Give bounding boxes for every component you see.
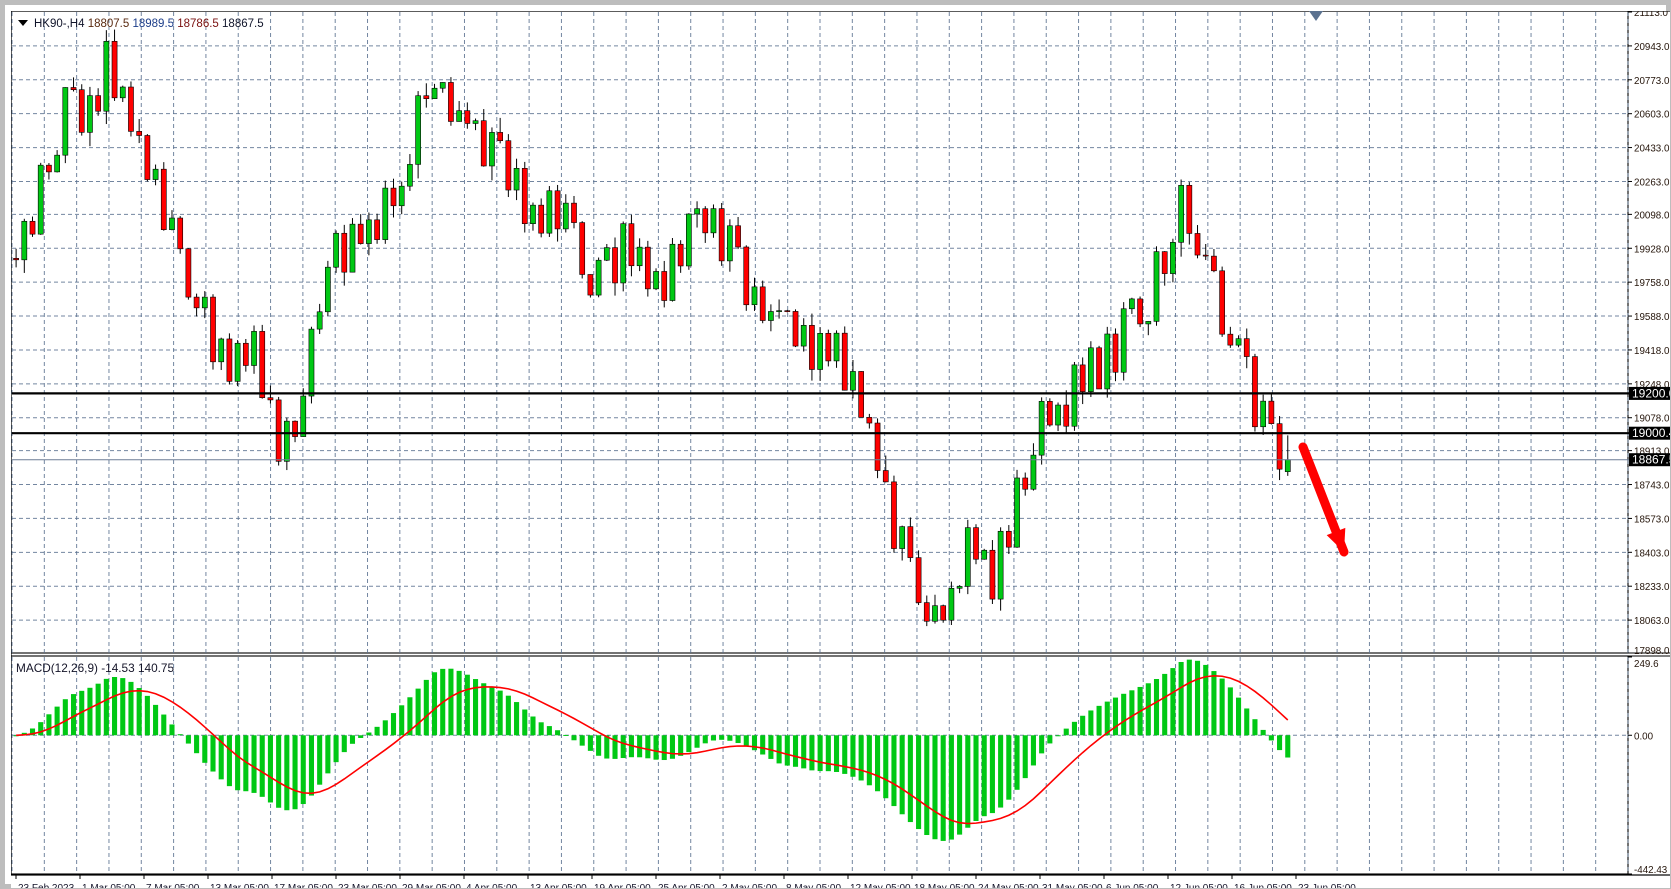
svg-text:7 Mar 05:00: 7 Mar 05:00 bbox=[146, 883, 200, 888]
svg-text:MACD(12,26,9) -14.53 140.75: MACD(12,26,9) -14.53 140.75 bbox=[16, 661, 174, 675]
svg-text:0.00: 0.00 bbox=[1634, 731, 1654, 742]
svg-text:249.6: 249.6 bbox=[1634, 659, 1659, 670]
svg-text:20433.0: 20433.0 bbox=[1634, 144, 1670, 155]
svg-text:20263.0: 20263.0 bbox=[1634, 177, 1670, 188]
svg-text:19588.0: 19588.0 bbox=[1634, 312, 1670, 323]
svg-text:8 May 05:00: 8 May 05:00 bbox=[786, 883, 841, 888]
svg-text:18573.0: 18573.0 bbox=[1634, 514, 1670, 525]
svg-text:18403.0: 18403.0 bbox=[1634, 548, 1670, 559]
svg-text:18743.0: 18743.0 bbox=[1634, 481, 1670, 492]
svg-text:-442.43: -442.43 bbox=[1634, 865, 1668, 876]
svg-text:2 May 05:00: 2 May 05:00 bbox=[722, 883, 777, 888]
svg-text:31 May 05:00: 31 May 05:00 bbox=[1042, 883, 1103, 888]
svg-text:1 Mar 05:00: 1 Mar 05:00 bbox=[82, 883, 136, 888]
svg-text:20098.0: 20098.0 bbox=[1634, 210, 1670, 221]
svg-text:13 Apr 05:00: 13 Apr 05:00 bbox=[530, 883, 587, 888]
svg-text:23 Mar 05:00: 23 Mar 05:00 bbox=[338, 883, 397, 888]
svg-text:20773.0: 20773.0 bbox=[1634, 76, 1670, 87]
svg-text:12 May 05:00: 12 May 05:00 bbox=[850, 883, 911, 888]
svg-text:13 Mar 05:00: 13 Mar 05:00 bbox=[210, 883, 269, 888]
svg-text:19200.0: 19200.0 bbox=[1632, 386, 1670, 400]
svg-text:18867.5: 18867.5 bbox=[1632, 453, 1670, 467]
svg-text:18233.0: 18233.0 bbox=[1634, 582, 1670, 593]
svg-text:25 Apr 05:00: 25 Apr 05:00 bbox=[658, 883, 715, 888]
svg-text:19418.0: 19418.0 bbox=[1634, 346, 1670, 357]
svg-text:HK90-,H4 18807.5 18989.5 1878: HK90-,H4 18807.5 18989.5 18786.5 18867.5 bbox=[34, 18, 264, 30]
svg-text:19078.0: 19078.0 bbox=[1634, 414, 1670, 425]
svg-text:18063.0: 18063.0 bbox=[1634, 616, 1670, 627]
svg-text:16 Jun 05:00: 16 Jun 05:00 bbox=[1234, 883, 1292, 888]
svg-text:21113.0: 21113.0 bbox=[1634, 11, 1669, 19]
svg-text:17898.0: 17898.0 bbox=[1634, 646, 1670, 657]
svg-text:20603.0: 20603.0 bbox=[1634, 110, 1670, 121]
svg-text:19928.0: 19928.0 bbox=[1634, 244, 1670, 255]
svg-text:23 Feb 2023: 23 Feb 2023 bbox=[18, 883, 75, 888]
svg-text:20943.0: 20943.0 bbox=[1634, 42, 1670, 53]
svg-text:23 Jun 05:00: 23 Jun 05:00 bbox=[1298, 883, 1356, 888]
svg-text:19000.4: 19000.4 bbox=[1632, 426, 1670, 440]
svg-text:17 Mar 05:00: 17 Mar 05:00 bbox=[274, 883, 333, 888]
svg-text:18 May 05:00: 18 May 05:00 bbox=[914, 883, 975, 888]
svg-text:19758.0: 19758.0 bbox=[1634, 278, 1670, 289]
svg-text:4 Apr 05:00: 4 Apr 05:00 bbox=[466, 883, 518, 888]
svg-text:12 Jun 05:00: 12 Jun 05:00 bbox=[1170, 883, 1228, 888]
svg-text:6 Jun 05:00: 6 Jun 05:00 bbox=[1106, 883, 1159, 888]
svg-text:19 Apr 05:00: 19 Apr 05:00 bbox=[594, 883, 651, 888]
svg-text:29 Mar 05:00: 29 Mar 05:00 bbox=[402, 883, 461, 888]
svg-text:24 May 05:00: 24 May 05:00 bbox=[978, 883, 1039, 888]
